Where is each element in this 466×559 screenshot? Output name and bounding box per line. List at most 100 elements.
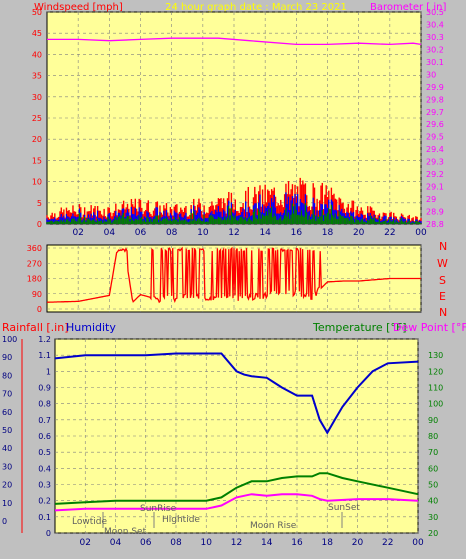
- temperature-title: Temperature [°F]: [312, 321, 407, 334]
- right-tick-label: 29.3: [426, 158, 444, 167]
- x-tick-label: 22: [382, 538, 393, 548]
- dir-label: N: [439, 240, 447, 253]
- lowtide-label: Lowtide: [72, 517, 107, 527]
- direction-tick-label: 270: [27, 259, 42, 268]
- sunset-label: SunSet: [328, 503, 360, 513]
- right-tick-label: 30.4: [426, 20, 444, 29]
- x-tick-label: 22: [384, 228, 395, 238]
- x-tick-label: 12: [231, 538, 242, 548]
- x-tick-label: 14: [261, 538, 273, 548]
- left-tick-label: 30: [32, 93, 42, 102]
- right-tick-label: 29: [426, 195, 436, 204]
- dir-label: W: [437, 257, 448, 270]
- dir-label: S: [439, 274, 446, 287]
- humidity-tick-label: 90: [2, 353, 12, 362]
- right-tick-label: 29.6: [426, 120, 444, 129]
- x-tick-label: 06: [140, 538, 152, 548]
- barometer-line: [47, 37, 422, 46]
- rain-tick-label: 0.5: [38, 448, 51, 457]
- x-tick-label: 04: [110, 538, 122, 548]
- humidity-tick-label: 20: [2, 481, 12, 490]
- dewpoint-line: [54, 493, 419, 512]
- humidity-tick-label: 50: [2, 426, 12, 435]
- right-tick-label: 28.8: [426, 220, 444, 229]
- x-tick-label: 20: [352, 538, 364, 548]
- humidity-tick-label: 70: [2, 390, 12, 399]
- temp-tick-label: 50: [428, 481, 438, 490]
- barometer-title: Barometer [ in]: [370, 2, 446, 13]
- x-tick-label: 16: [291, 228, 303, 238]
- x-tick-label: 10: [197, 228, 209, 238]
- rain-tick-label: 0: [46, 529, 51, 538]
- sunrise-label: SunRise: [140, 504, 177, 514]
- x-tick-label: 08: [170, 538, 182, 548]
- rain-tick-label: 0.6: [38, 432, 51, 441]
- left-tick-label: 40: [32, 50, 42, 59]
- temp-tick-label: 130: [428, 351, 443, 360]
- temp-tick-label: 100: [428, 400, 443, 409]
- right-tick-label: 28.9: [426, 208, 444, 217]
- direction-tick-label: 180: [27, 275, 42, 284]
- right-tick-label: 29.8: [426, 95, 444, 104]
- rain-tick-label: 0.4: [38, 464, 51, 473]
- x-tick-label: 16: [291, 538, 303, 548]
- right-tick-label: 29.7: [426, 108, 444, 117]
- right-tick-label: 29.9: [426, 83, 444, 92]
- humidity-title: Humidity: [66, 321, 116, 334]
- rainfall-title: Rainfall [.in]: [2, 321, 69, 334]
- x-tick-label: 20: [353, 228, 365, 238]
- humidity-tick-label: 10: [2, 499, 12, 508]
- moonset-label: Moon Set: [104, 527, 147, 537]
- rain-tick-label: 0.3: [38, 481, 51, 490]
- hightide-label: Hightide: [162, 515, 200, 525]
- x-tick-label: 12: [228, 228, 239, 238]
- rain-tick-label: 0.2: [38, 497, 51, 506]
- temp-tick-label: 120: [428, 367, 443, 376]
- humidity-tick-label: 60: [2, 408, 12, 417]
- temp-tick-label: 40: [428, 497, 438, 506]
- temp-tick-label: 90: [428, 416, 438, 425]
- wind-direction-line: [47, 246, 421, 304]
- temp-tick-label: 20: [428, 529, 438, 538]
- rain-tick-label: 0.8: [38, 400, 51, 409]
- temp-tick-label: 70: [428, 448, 438, 457]
- temp-tick-label: 110: [428, 384, 443, 393]
- moonrise-label: Moon Rise: [250, 521, 297, 531]
- right-tick-label: 30.3: [426, 33, 444, 42]
- dir-label: N: [439, 306, 447, 319]
- x-tick-label: 04: [104, 228, 116, 238]
- x-tick-label: 00: [412, 538, 424, 548]
- left-tick-label: 5: [37, 199, 42, 208]
- x-tick-label: 02: [72, 228, 83, 238]
- x-tick-label: 08: [166, 228, 178, 238]
- temp-tick-label: 60: [428, 464, 438, 473]
- right-tick-label: 30.2: [426, 45, 444, 54]
- right-tick-label: 29.1: [426, 183, 444, 192]
- x-tick-label: 00: [415, 228, 427, 238]
- windspeed-title: Windspeed [mph]: [34, 2, 123, 13]
- x-tick-label: 06: [135, 228, 147, 238]
- right-tick-label: 30: [426, 70, 436, 79]
- left-tick-label: 15: [32, 156, 42, 165]
- right-tick-label: 30.5: [426, 8, 444, 17]
- rain-tick-label: 0.9: [38, 384, 51, 393]
- right-tick-label: 29.4: [426, 145, 444, 154]
- right-tick-label: 29.2: [426, 170, 444, 179]
- humidity-tick-label: 30: [2, 462, 12, 471]
- rain-tick-label: 1.1: [38, 351, 51, 360]
- right-tick-label: 30.1: [426, 58, 444, 67]
- left-tick-label: 0: [37, 220, 42, 229]
- left-tick-label: 45: [32, 29, 42, 38]
- left-tick-label: 20: [32, 135, 42, 144]
- rain-tick-label: 0.7: [38, 416, 51, 425]
- graph-date-title: 24 hour graph date : March 23 2021: [165, 2, 347, 13]
- x-tick-label: 18: [322, 538, 334, 548]
- direction-tick-label: 360: [27, 244, 42, 253]
- rain-tick-label: 1.2: [38, 335, 51, 344]
- direction-tick-label: 90: [32, 290, 42, 299]
- humidity-tick-label: 40: [2, 444, 12, 453]
- direction-tick-label: 0: [37, 305, 42, 314]
- rain-tick-label: 0.1: [38, 513, 51, 522]
